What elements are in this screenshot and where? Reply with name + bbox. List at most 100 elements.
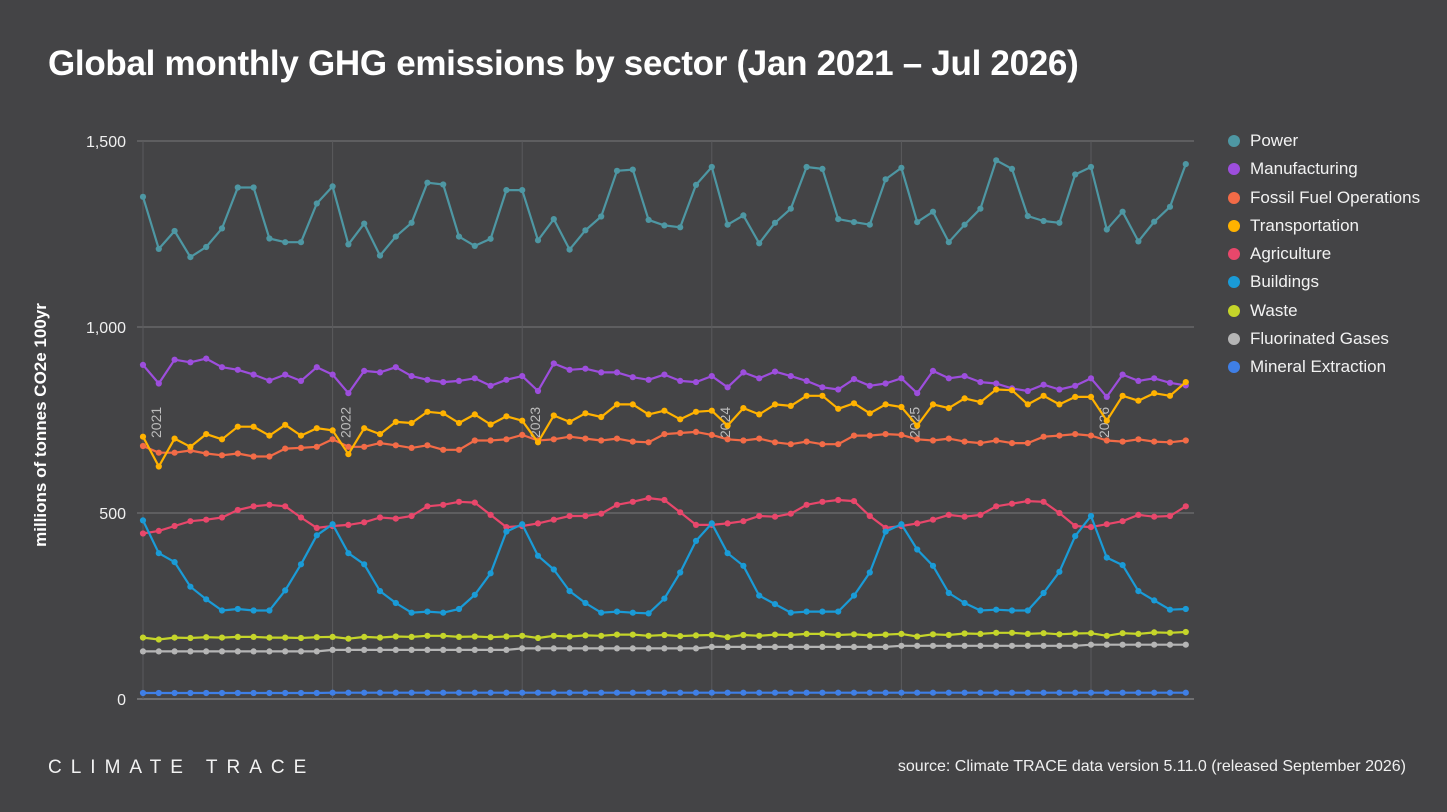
data-point [1056, 432, 1063, 439]
data-point [139, 648, 147, 655]
data-point [139, 634, 147, 641]
data-point [250, 648, 257, 655]
data-point [1056, 689, 1063, 696]
data-point [203, 689, 210, 697]
data-point [677, 645, 684, 652]
data-point [1151, 390, 1158, 397]
data-point [1056, 386, 1063, 393]
data-point [929, 642, 937, 649]
data-point [455, 605, 463, 613]
data-point [329, 633, 336, 641]
data-point [203, 648, 210, 655]
legend-dot [1228, 361, 1240, 374]
data-point [313, 443, 320, 450]
data-point [266, 453, 273, 460]
data-point [503, 524, 510, 531]
data-point [376, 252, 384, 259]
data-point [566, 366, 573, 373]
data-point [708, 163, 715, 171]
data-point [740, 631, 747, 639]
data-point [282, 421, 289, 428]
data-point [882, 380, 889, 387]
data-point [234, 648, 241, 655]
data-point [1087, 375, 1095, 382]
data-point [787, 373, 794, 380]
legend-label: Fossil Fuel Operations [1250, 187, 1421, 207]
data-point [424, 408, 431, 415]
data-point [756, 375, 763, 382]
data-point [1182, 641, 1189, 648]
data-point [471, 375, 478, 382]
data-point [187, 689, 194, 697]
data-point [740, 643, 747, 651]
data-point [471, 646, 478, 654]
data-point [171, 356, 178, 363]
data-point [613, 435, 621, 442]
data-point [440, 446, 447, 453]
data-point [519, 417, 526, 424]
legend-dot [1228, 219, 1240, 232]
data-point [1056, 568, 1063, 575]
data-point [424, 376, 431, 383]
data-point [519, 689, 526, 696]
data-point [329, 371, 336, 378]
data-point [835, 643, 842, 651]
data-point [1182, 161, 1189, 168]
data-point [345, 550, 352, 557]
data-point [1072, 382, 1079, 389]
data-point [1024, 401, 1031, 408]
data-point [835, 216, 842, 223]
data-point [566, 512, 573, 520]
data-point [566, 689, 573, 696]
data-point [440, 181, 447, 188]
data-point [250, 633, 257, 641]
data-point [297, 634, 305, 642]
data-point [645, 610, 652, 617]
data-point [519, 645, 526, 652]
data-point [819, 498, 826, 505]
data-point [1008, 689, 1016, 696]
data-point [866, 382, 873, 389]
data-point [1182, 379, 1189, 386]
legend-label: Power [1250, 131, 1299, 150]
y-tick-label: 1,000 [86, 320, 126, 337]
data-point [408, 633, 415, 641]
data-point [1119, 518, 1126, 525]
data-point [408, 444, 415, 451]
data-point [282, 239, 289, 246]
data-point [961, 395, 968, 402]
data-point [629, 645, 636, 652]
data-point [945, 589, 952, 597]
data-point [914, 390, 921, 397]
data-point [1024, 607, 1031, 614]
data-point [187, 359, 194, 366]
data-point [613, 689, 621, 696]
data-point [771, 513, 779, 520]
data-point [171, 689, 178, 697]
data-point [218, 514, 226, 521]
data-point [297, 239, 305, 246]
data-point [645, 495, 652, 502]
data-point [203, 243, 210, 251]
data-point [598, 213, 605, 220]
data-point [566, 418, 573, 425]
data-point [677, 569, 684, 576]
data-point [519, 431, 526, 438]
data-point [787, 643, 794, 651]
data-point [850, 592, 858, 599]
data-point [218, 689, 226, 697]
data-point [250, 689, 257, 697]
data-point [471, 591, 478, 598]
data-point [771, 439, 779, 446]
data-point [1103, 554, 1110, 561]
data-point [139, 442, 147, 450]
data-point [345, 635, 352, 642]
data-point [645, 689, 652, 696]
year-label-2021: 2021 [148, 407, 164, 438]
legend-label: Waste [1250, 300, 1298, 320]
data-point [566, 246, 573, 253]
data-point [1024, 630, 1031, 638]
data-point [708, 631, 715, 639]
data-point [297, 444, 305, 451]
data-point [835, 608, 842, 615]
